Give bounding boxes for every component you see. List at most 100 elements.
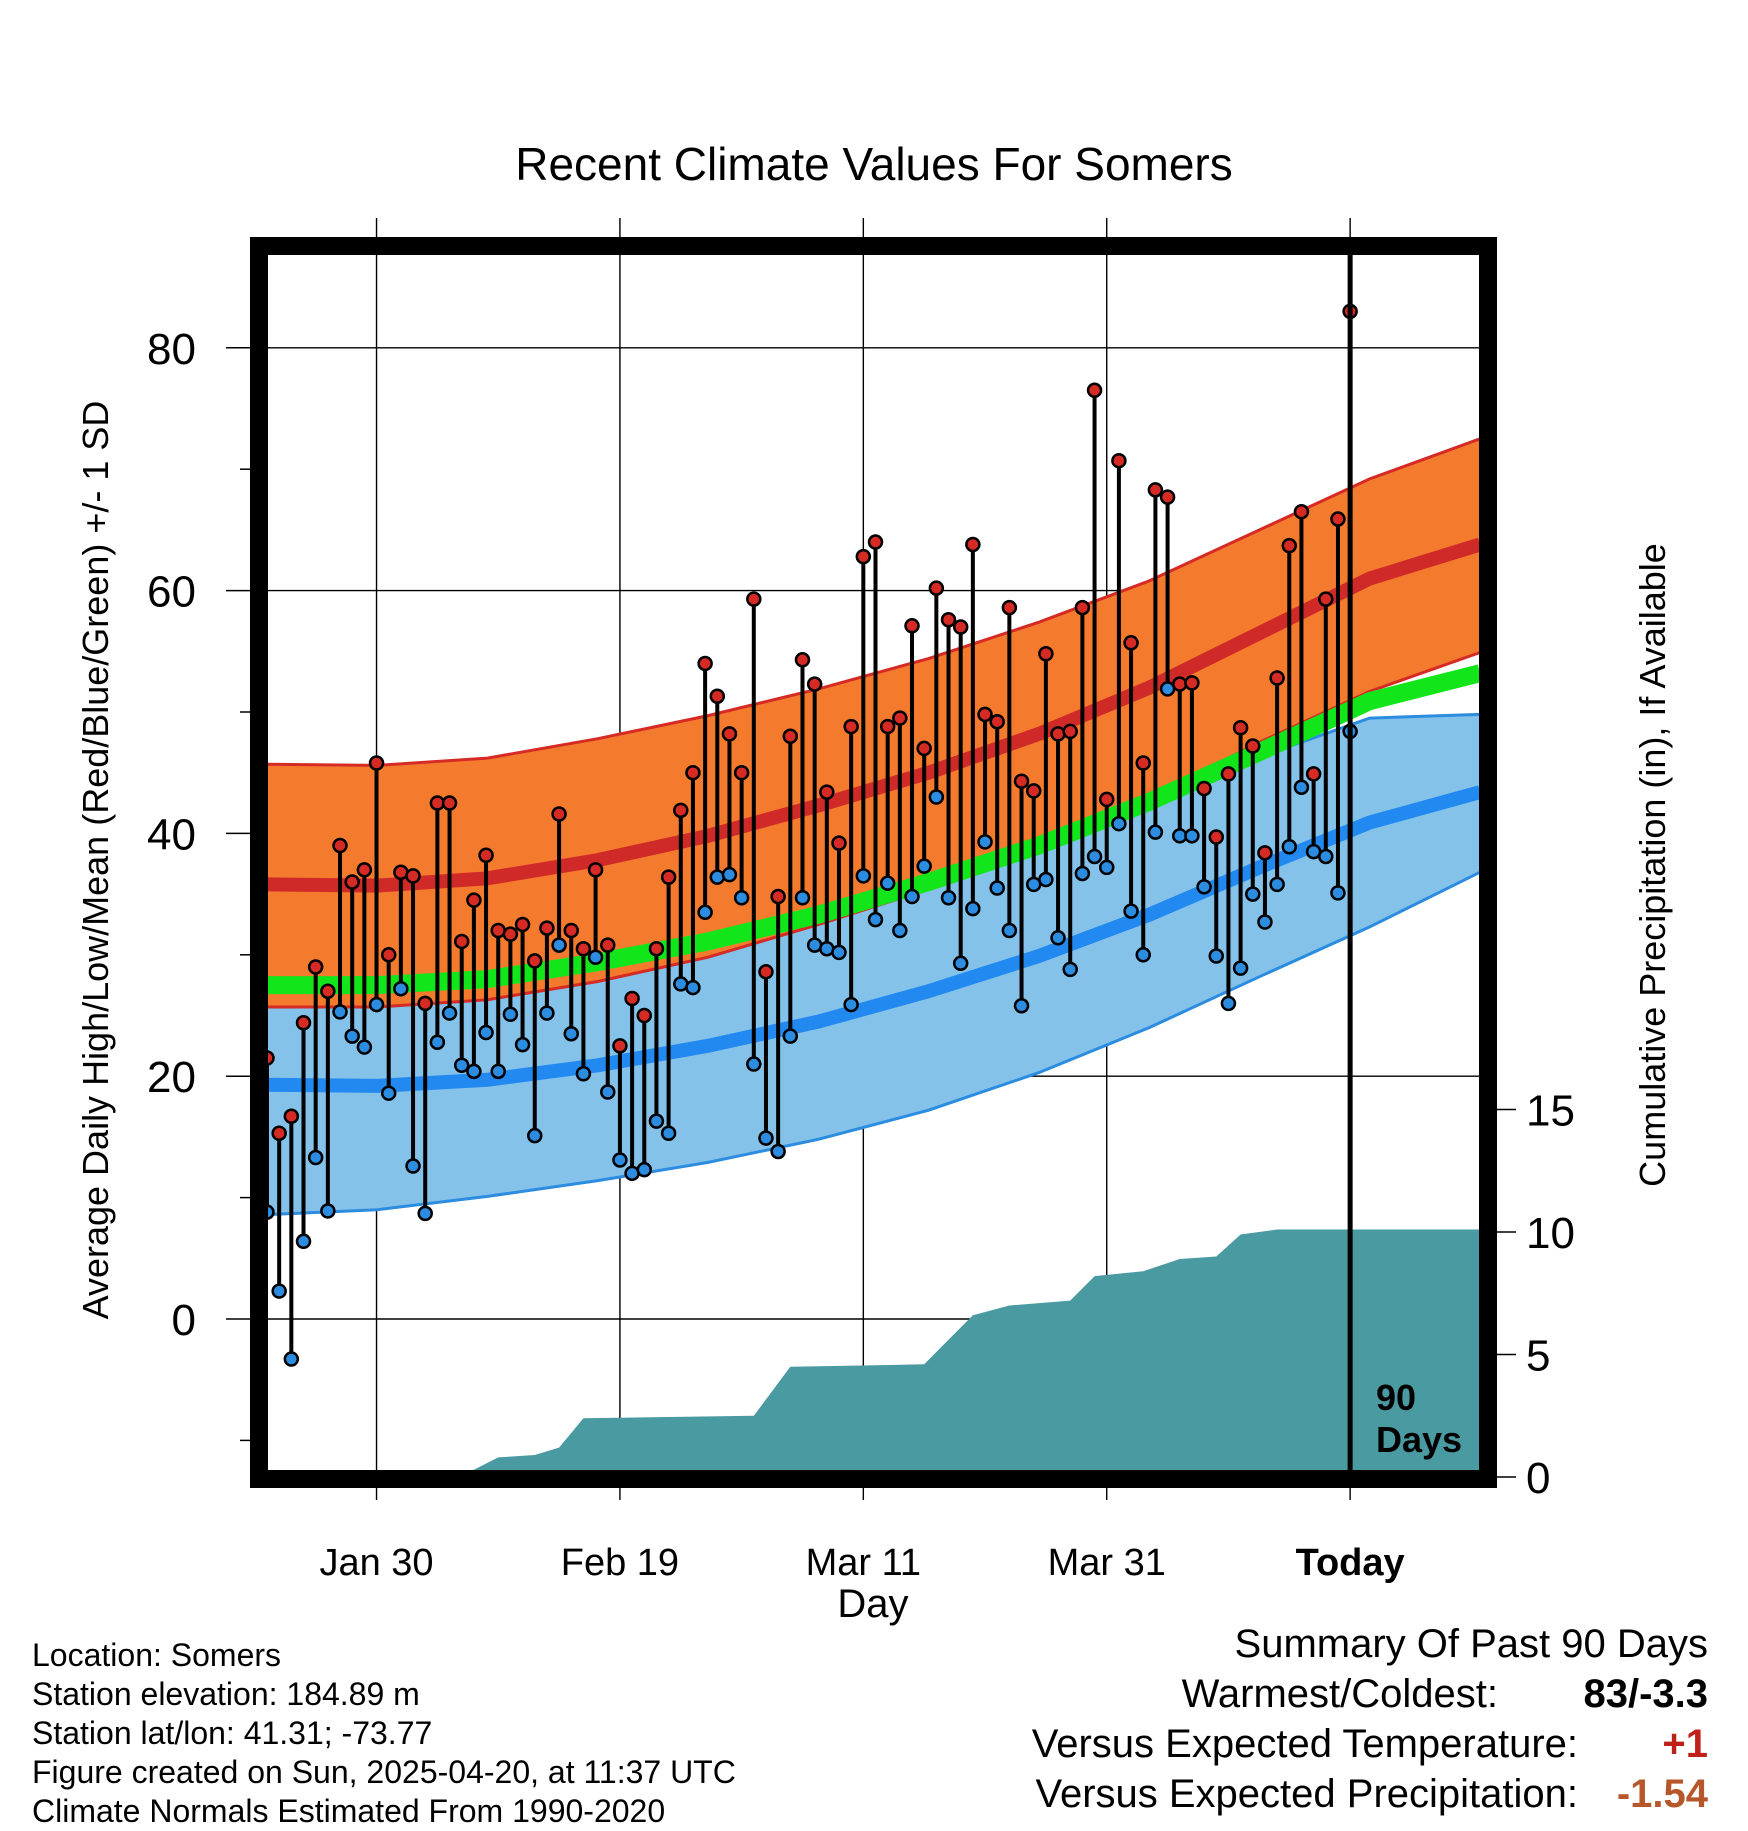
daily-low-point <box>697 904 713 921</box>
y-tick-label: 20 <box>147 1053 196 1102</box>
daily-low-point <box>1196 879 1212 895</box>
y-axis-label: Average Daily High/Low/Mean (Red/Blue/Gr… <box>75 401 116 1320</box>
daily-low-point <box>1318 848 1334 865</box>
daily-low-point <box>417 1205 433 1222</box>
daily-low-point <box>1184 828 1200 844</box>
daily-low-point <box>600 1084 616 1100</box>
daily-low-point <box>380 1085 397 1101</box>
daily-low-point <box>271 1283 287 1299</box>
x-axis-label: Day <box>837 1582 908 1626</box>
daily-low-point <box>879 875 896 891</box>
daily-high-point <box>831 835 847 851</box>
daily-low-point <box>563 1025 579 1042</box>
daily-high-point <box>368 755 385 771</box>
daily-high-point <box>916 740 932 757</box>
daily-low-point <box>1245 886 1261 902</box>
daily-high-point <box>660 869 677 885</box>
daily-low-point <box>1208 948 1225 964</box>
daily-low-point <box>1098 859 1115 876</box>
precip-area <box>267 1229 1480 1477</box>
daily-low-point <box>587 949 604 965</box>
daily-low-point <box>965 900 981 917</box>
daily-high-point <box>1123 635 1139 651</box>
daily-low-point <box>952 955 969 972</box>
daily-high-point <box>782 728 799 745</box>
temp-vs-expected-value: +1 <box>1662 1722 1708 1766</box>
warmest-coldest-value: 83/-3.3 <box>1583 1672 1708 1716</box>
daily-low-point <box>539 1005 555 1021</box>
daily-low-point <box>307 1149 324 1166</box>
daily-high-point <box>380 947 397 963</box>
daily-high-point <box>928 580 945 596</box>
daily-high-point <box>551 806 567 822</box>
daily-low-point <box>1281 839 1298 855</box>
daily-high-point <box>758 964 774 980</box>
daily-high-point <box>952 619 969 635</box>
y2-axis-label: Cumulative Precipitation (in), If Availa… <box>1632 543 1673 1187</box>
daily-low-point <box>1001 922 1018 939</box>
daily-low-point <box>782 1028 799 1044</box>
daily-high-point <box>977 706 993 723</box>
daily-high-point <box>1062 723 1078 740</box>
daily-high-point <box>1135 755 1151 771</box>
daily-high-point <box>879 718 896 735</box>
created-text: Figure created on Sun, 2025-04-20, at 11… <box>32 1754 736 1790</box>
low-lower-line <box>266 870 1481 1217</box>
daily-low-point <box>721 866 738 883</box>
y-tick-label: 60 <box>147 568 196 617</box>
daily-high-point <box>770 888 786 905</box>
daily-high-point <box>733 764 750 781</box>
daily-low-point <box>295 1233 312 1250</box>
daily-low-point <box>1074 865 1091 882</box>
daily-high-point <box>892 710 908 726</box>
daily-high-point <box>1257 845 1273 861</box>
daily-low-point <box>1086 848 1103 865</box>
warmest-coldest-label: Warmest/Coldest: <box>1181 1672 1498 1716</box>
daily-high-point <box>283 1108 300 1125</box>
daily-low-point <box>453 1057 470 1074</box>
daily-high-point <box>356 862 373 878</box>
daily-high-point <box>612 1038 628 1054</box>
daily-low-point <box>356 1039 373 1055</box>
daily-low-point <box>429 1034 446 1050</box>
daily-high-point <box>794 652 811 668</box>
daily-high-point <box>1232 720 1249 736</box>
x-tick-label: Feb 19 <box>561 1542 679 1584</box>
latlon-text: Station lat/lon: 41.31; -73.77 <box>32 1715 433 1751</box>
daily-high-point <box>344 874 360 890</box>
daily-low-point <box>320 1203 336 1219</box>
daily-high-point <box>417 995 433 1012</box>
summary-panel: Summary Of Past 90 Days Warmest/Coldest:… <box>808 1622 1708 1822</box>
daily-high-point <box>1220 766 1237 782</box>
daily-high-point <box>1184 675 1200 691</box>
daily-high-point <box>855 548 872 565</box>
daily-high-point <box>575 940 592 957</box>
daily-high-point <box>1013 773 1030 789</box>
daily-high-point <box>1086 382 1103 399</box>
x-tick-label: Jan 30 <box>319 1542 433 1584</box>
daily-low-point <box>855 868 872 884</box>
daily-low-point <box>1123 903 1139 919</box>
daily-high-point <box>709 688 726 704</box>
location-text: Location: Somers <box>32 1637 282 1673</box>
daily-low-point <box>393 981 409 997</box>
daily-low-point <box>940 889 957 906</box>
daily-high-point <box>1269 670 1285 686</box>
daily-high-point <box>405 868 421 884</box>
daily-low-point <box>332 1004 348 1020</box>
daily-high-point <box>965 536 981 553</box>
axes: 0 20 40 60 80 0 5 10 15 Jan 30 Feb 19 Mar 11 Mar 31 T… <box>147 237 1575 1584</box>
x-tick-label: Today <box>1296 1542 1405 1584</box>
daily-high-point <box>1147 482 1164 498</box>
daily-low-point <box>904 888 920 905</box>
daily-low-point <box>916 858 932 874</box>
daily-high-point <box>819 784 835 800</box>
daily-high-point <box>526 953 543 969</box>
daily-high-point <box>1111 452 1127 469</box>
daily-high-point <box>320 983 336 999</box>
daily-high-point <box>624 990 640 1007</box>
today-marker-label-line2: Days <box>1376 1419 1462 1460</box>
elevation-text: Station elevation: 184.89 m <box>32 1676 420 1712</box>
daily-low-point <box>1147 824 1164 840</box>
